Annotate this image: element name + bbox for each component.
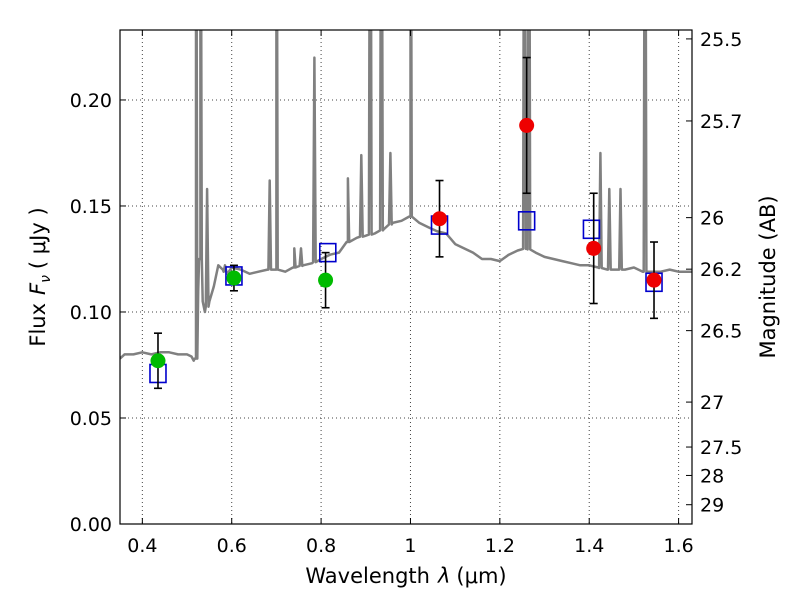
x-tick-label: 1 — [404, 535, 416, 557]
y-tick-label: 0.15 — [70, 196, 112, 218]
y-tick-label: 0.05 — [70, 408, 112, 430]
model-spectrum — [120, 30, 692, 362]
y-tick-label: 0.20 — [70, 90, 112, 112]
x-tick-label: 0.6 — [217, 535, 247, 557]
plot-frame — [119, 29, 693, 525]
photometry-points — [149, 56, 663, 390]
model-box-marker — [318, 242, 337, 263]
optical-data-point — [318, 272, 334, 288]
right-tick-label: 25.5 — [700, 29, 742, 51]
nir-data-point — [586, 240, 602, 256]
optical-data-point — [150, 353, 166, 369]
right-axis-label: Magnitude (AB) — [756, 195, 780, 358]
nir-data-point — [646, 272, 662, 288]
y-axis-label: FluxFν( μJy ) — [26, 207, 54, 346]
x-tick-label: 0.4 — [127, 535, 157, 557]
axis-ticks: 0.4 0.6 0.8 1 1.2 1.4 1.6 0.00 0.05 0.10 0.15 0.20 2… — [70, 29, 743, 557]
right-tick-label: 28 — [700, 465, 724, 487]
nir-data-point — [432, 211, 448, 227]
right-tick-label: 26.5 — [700, 321, 742, 343]
right-tick-label: 25.7 — [700, 111, 742, 133]
y-tick-label: 0.10 — [70, 302, 112, 324]
right-tick-label: 26 — [700, 208, 724, 230]
model-spectrum-line — [120, 30, 692, 362]
model-box-marker — [582, 219, 601, 240]
x-tick-label: 1.4 — [574, 535, 604, 557]
x-tick-label: 0.8 — [306, 535, 336, 557]
x-tick-label: 1.6 — [663, 535, 693, 557]
right-tick-label: 29 — [700, 495, 724, 517]
nir-data-point — [519, 117, 535, 133]
right-tick-label: 27.5 — [700, 437, 742, 459]
x-tick-label: 1.2 — [485, 535, 515, 557]
optical-data-point — [226, 270, 242, 286]
right-tick-label: 27 — [700, 392, 724, 414]
y-tick-label: 0.00 — [70, 514, 112, 536]
x-axis-label: Wavelength λ (μm) — [305, 564, 506, 588]
model-box-marker — [517, 211, 536, 231]
right-tick-label: 26.2 — [700, 259, 742, 281]
